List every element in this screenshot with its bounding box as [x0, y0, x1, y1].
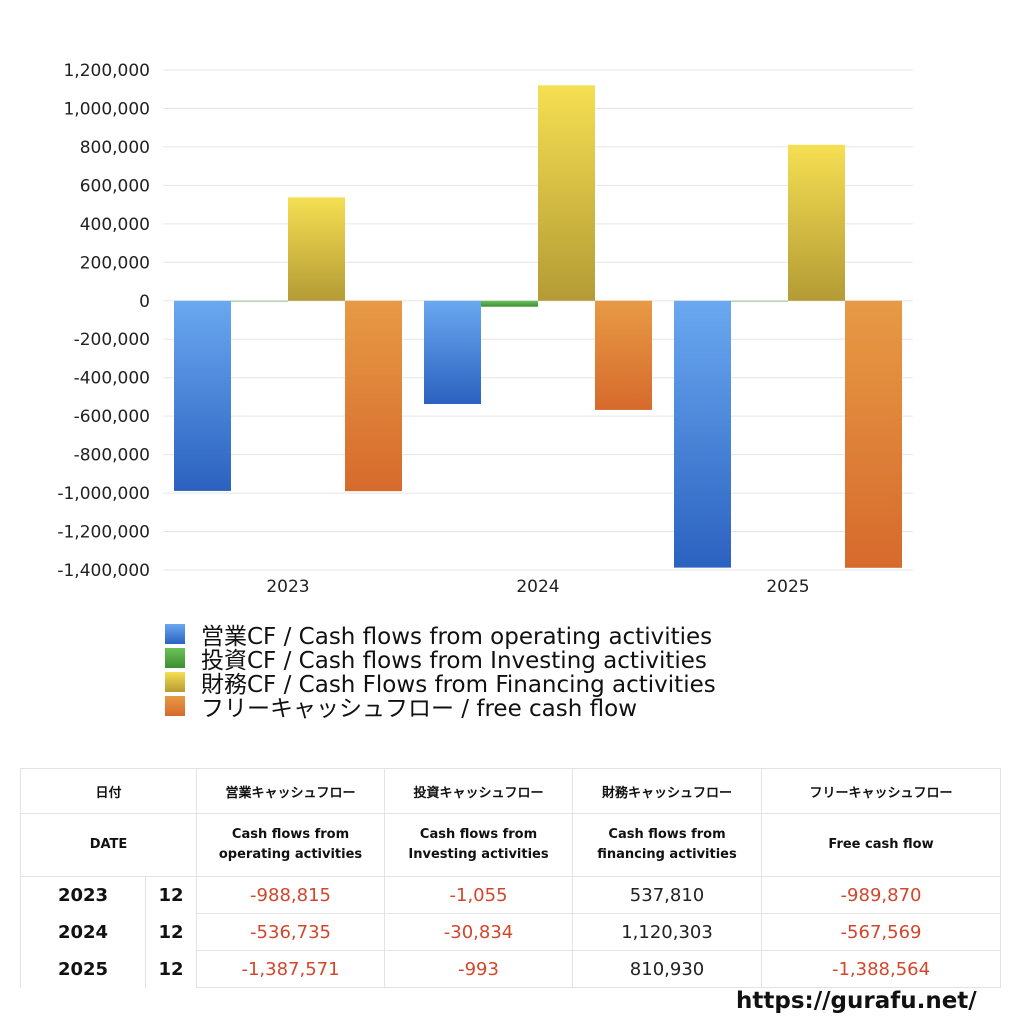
- header-operating-en-line1: Cash flows from: [231, 827, 350, 842]
- cell-operating: -988,815: [196, 876, 386, 914]
- legend-label-free: フリーキャッシュフロー / free cash flow: [201, 696, 638, 722]
- y-tick-label: 0: [139, 292, 150, 312]
- y-tick-label: -600,000: [74, 407, 150, 427]
- legend-item-financing: 財務CF / Cash Flows from Financing activit…: [165, 670, 716, 698]
- header-date-en: DATE: [19, 813, 198, 877]
- bar-financing-2025: [788, 144, 845, 301]
- header-investing-en-line2: Investing activities: [408, 847, 549, 862]
- bar-free-2024: [595, 300, 652, 410]
- header-free-jp: フリーキャッシュフロー: [761, 768, 1002, 814]
- bar-investing-2024: [481, 300, 538, 307]
- y-tick-label: 400,000: [80, 215, 150, 235]
- bar-investing-2025: [731, 300, 788, 302]
- source-url: https://gurafu.net/: [736, 988, 977, 1014]
- header-financing-jp: 財務キャッシュフロー: [572, 768, 763, 814]
- bars: [174, 85, 902, 568]
- y-tick-label: -800,000: [74, 446, 150, 466]
- x-tick-label: 2023: [266, 577, 309, 597]
- header-financing-en-line1: Cash flows from: [608, 827, 726, 842]
- table-header-en: DATE Cash flows from operating activities…: [19, 813, 1002, 877]
- header-free-en: Free cash flow: [761, 813, 1002, 877]
- bar-operating-2025: [674, 300, 731, 568]
- cell-month: 12: [144, 950, 198, 988]
- cell-investing: -1,055: [384, 876, 574, 914]
- header-investing-en-line1: Cash flows from: [419, 827, 538, 842]
- y-tick-label: 200,000: [80, 253, 150, 273]
- cell-financing: 1,120,303: [572, 913, 763, 951]
- cell-free: -989,870: [761, 876, 1002, 914]
- header-investing-jp: 投資キャッシュフロー: [384, 768, 574, 814]
- cell-operating: -1,387,571: [196, 950, 386, 988]
- cash-flow-table: 日付 営業キャッシュフロー 投資キャッシュフロー 財務キャッシュフロー フリーキ…: [19, 768, 1002, 988]
- cell-year: 2025: [20, 950, 146, 988]
- legend-swatch-financing: [165, 672, 185, 692]
- legend-swatch-free: [165, 696, 185, 716]
- cell-free: -1,388,564: [761, 950, 1002, 988]
- table-row: 2025 12 -1,387,571 -993 810,930 -1,388,5…: [20, 950, 1002, 988]
- table-row: 2024 12 -536,735 -30,834 1,120,303 -567,…: [20, 913, 1002, 951]
- bar-financing-2024: [538, 85, 595, 301]
- y-tick-label: 800,000: [80, 138, 150, 158]
- y-tick-label: -1,200,000: [57, 523, 150, 543]
- cell-operating: -536,735: [196, 913, 386, 951]
- bar-operating-2023: [174, 300, 231, 491]
- y-tick-label: -200,000: [74, 330, 150, 350]
- x-tick-label: 2025: [766, 577, 809, 597]
- cell-investing: -30,834: [384, 913, 574, 951]
- x-tick-label: 2024: [516, 577, 559, 597]
- y-tick-label: 1,200,000: [63, 61, 150, 81]
- cell-free: -567,569: [761, 913, 1002, 951]
- bar-investing-2023: [231, 300, 288, 302]
- x-axis: 2023 2024 2025: [266, 577, 809, 597]
- table-row: 2023 12 -988,815 -1,055 537,810 -989,870: [20, 876, 1002, 914]
- header-financing-en: Cash flows from financing activities: [572, 813, 763, 877]
- cell-investing: -993: [384, 950, 574, 988]
- bar-operating-2024: [424, 300, 481, 404]
- cell-month: 12: [144, 913, 198, 951]
- legend-label-investing: 投資CF / Cash flows from Investing activit…: [201, 648, 707, 674]
- legend-swatch-operating: [165, 624, 185, 644]
- bar-free-2025: [845, 300, 902, 568]
- header-financing-en-line2: financing activities: [597, 847, 737, 862]
- header-date-jp: 日付: [19, 768, 198, 814]
- legend-item-investing: 投資CF / Cash flows from Investing activit…: [165, 646, 716, 674]
- y-tick-label: 600,000: [80, 176, 150, 196]
- cell-financing: 537,810: [572, 876, 763, 914]
- cell-month: 12: [144, 876, 198, 914]
- y-tick-label: -1,400,000: [57, 561, 150, 581]
- cash-flow-bar-chart: 1,200,000 1,000,000 800,000 600,000 400,000 2…: [57, 61, 913, 597]
- cell-year: 2024: [20, 913, 146, 951]
- header-operating-jp: 営業キャッシュフロー: [196, 768, 386, 814]
- legend-label-operating: 営業CF / Cash flows from operating activit…: [201, 624, 713, 650]
- legend-item-free: フリーキャッシュフロー / free cash flow: [165, 694, 716, 722]
- legend-item-operating: 営業CF / Cash flows from operating activit…: [165, 622, 716, 650]
- table-header-jp: 日付 営業キャッシュフロー 投資キャッシュフロー 財務キャッシュフロー フリーキ…: [19, 768, 1002, 814]
- header-operating-en: Cash flows from operating activities: [196, 813, 386, 877]
- y-tick-label: -1,000,000: [57, 484, 150, 504]
- y-axis: 1,200,000 1,000,000 800,000 600,000 400,000 2…: [57, 61, 150, 581]
- header-operating-en-line2: operating activities: [218, 847, 363, 862]
- header-investing-en: Cash flows from Investing activities: [384, 813, 574, 877]
- cell-financing: 810,930: [572, 950, 763, 988]
- y-tick-label: 1,000,000: [63, 99, 150, 119]
- bar-free-2023: [345, 300, 402, 492]
- bar-financing-2023: [288, 197, 345, 301]
- cell-year: 2023: [20, 876, 146, 914]
- y-tick-label: -400,000: [74, 369, 150, 389]
- legend-label-financing: 財務CF / Cash Flows from Financing activit…: [201, 672, 716, 698]
- chart-legend: 営業CF / Cash flows from operating activit…: [165, 622, 716, 722]
- legend-swatch-investing: [165, 648, 185, 668]
